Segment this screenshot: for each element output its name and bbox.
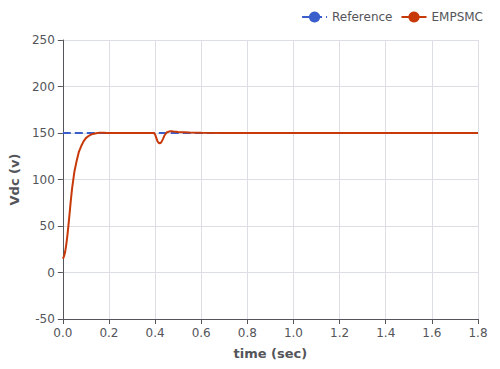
svg-text:0.6: 0.6 [192,326,211,340]
svg-text:0.0: 0.0 [53,326,72,340]
svg-text:1.6: 1.6 [422,326,441,340]
svg-text:200: 200 [32,80,55,94]
svg-text:1.8: 1.8 [468,326,487,340]
svg-text:time (sec): time (sec) [234,346,308,361]
svg-text:EMPSMC: EMPSMC [431,10,483,24]
svg-text:-50: -50 [35,312,55,326]
svg-text:Reference: Reference [332,10,392,24]
svg-text:150: 150 [32,126,55,140]
svg-text:0.4: 0.4 [146,326,165,340]
svg-text:0.2: 0.2 [99,326,118,340]
svg-text:0.8: 0.8 [238,326,257,340]
svg-text:50: 50 [40,219,55,233]
svg-text:0: 0 [47,266,55,280]
svg-text:250: 250 [32,33,55,47]
svg-text:1.2: 1.2 [330,326,349,340]
svg-text:1.0: 1.0 [284,326,303,340]
svg-text:1.4: 1.4 [376,326,395,340]
svg-text:Vdc (v): Vdc (v) [7,154,22,206]
svg-text:100: 100 [32,173,55,187]
